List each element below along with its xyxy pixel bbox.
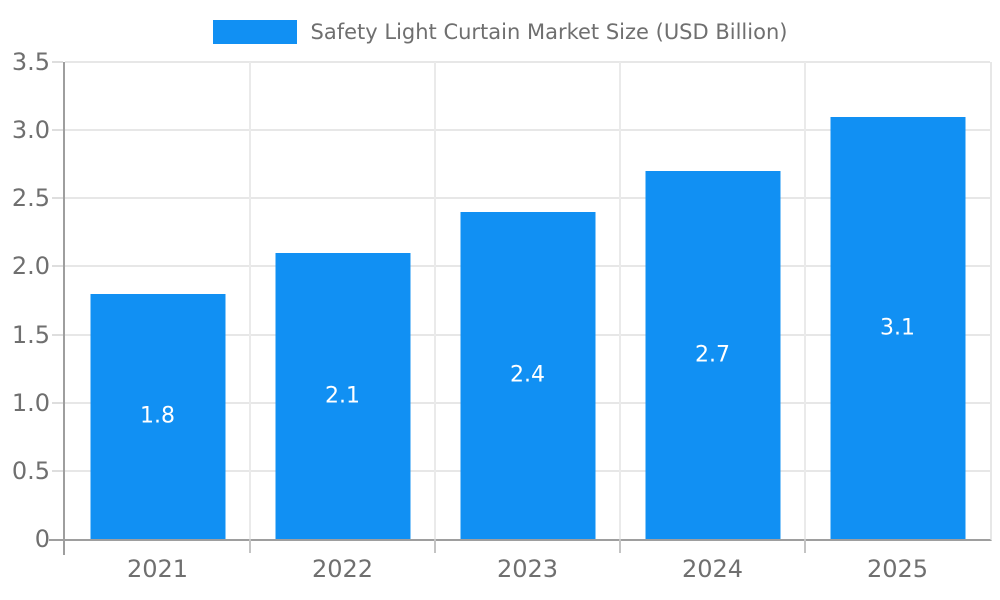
bar-value-label: 2.1 bbox=[325, 383, 360, 409]
y-axis-tick-label: 1.0 bbox=[11, 388, 50, 417]
y-axis-tick bbox=[52, 129, 63, 132]
gridline-vertical bbox=[619, 62, 621, 539]
y-axis-tick-label: 3.0 bbox=[11, 116, 50, 145]
x-axis-tick bbox=[619, 539, 621, 553]
x-axis-tick bbox=[804, 539, 806, 553]
y-axis-tick-label: 2.0 bbox=[11, 252, 50, 281]
gridline-horizontal bbox=[65, 61, 990, 63]
legend-swatch bbox=[212, 20, 297, 44]
x-axis-tick-label: 2023 bbox=[496, 555, 559, 583]
y-axis-origin-tick bbox=[63, 539, 65, 555]
bar-value-label: 3.1 bbox=[880, 315, 915, 341]
gridline-horizontal bbox=[65, 129, 990, 132]
gridline-horizontal bbox=[65, 197, 990, 200]
bar-value-label: 1.8 bbox=[140, 403, 175, 429]
legend: Safety Light Curtain Market Size (USD Bi… bbox=[0, 14, 1000, 50]
x-axis-origin-tick bbox=[49, 539, 65, 541]
chart-title: Safety Light Curtain Market Size (USD Bi… bbox=[310, 20, 788, 44]
plot-inner: 0 0.5 1.0 1.5 2.0 2.5 3.0 3.5 1.8 2021 2.1 2022 2.4 2… bbox=[12, 48, 990, 583]
y-axis-tick bbox=[52, 333, 63, 336]
bar-value-label: 2.4 bbox=[510, 362, 545, 388]
gridline-vertical bbox=[434, 62, 436, 539]
y-axis-tick-label: 3.5 bbox=[11, 48, 50, 76]
bar bbox=[90, 293, 225, 539]
y-axis-tick-label: 0 bbox=[34, 525, 50, 553]
y-axis-tick bbox=[52, 265, 63, 268]
plot-area: 0 0.5 1.0 1.5 2.0 2.5 3.0 3.5 1.8 2021 2.1 2022 2.4 2… bbox=[12, 48, 992, 583]
x-axis-tick-label: 2022 bbox=[311, 555, 374, 583]
bar bbox=[645, 171, 780, 539]
x-axis-tick-label: 2025 bbox=[866, 555, 929, 583]
x-axis-tick-label: 2021 bbox=[126, 555, 189, 583]
y-axis-tick bbox=[52, 401, 63, 404]
gridline-vertical bbox=[804, 62, 806, 539]
bar bbox=[275, 252, 410, 539]
y-axis-tick bbox=[52, 469, 63, 472]
y-axis-tick bbox=[52, 61, 63, 63]
bar bbox=[830, 116, 965, 539]
gridline-vertical bbox=[249, 62, 251, 539]
y-axis-tick-label: 2.5 bbox=[11, 184, 50, 213]
y-axis-tick-label: 1.5 bbox=[11, 320, 50, 349]
y-axis-tick-label: 0.5 bbox=[11, 456, 50, 485]
bar-value-label: 2.7 bbox=[695, 342, 730, 368]
bar bbox=[460, 211, 595, 539]
x-axis-tick bbox=[249, 539, 251, 553]
y-axis-tick bbox=[52, 197, 63, 200]
x-axis-tick-label: 2024 bbox=[681, 555, 744, 583]
x-axis-tick bbox=[434, 539, 436, 553]
